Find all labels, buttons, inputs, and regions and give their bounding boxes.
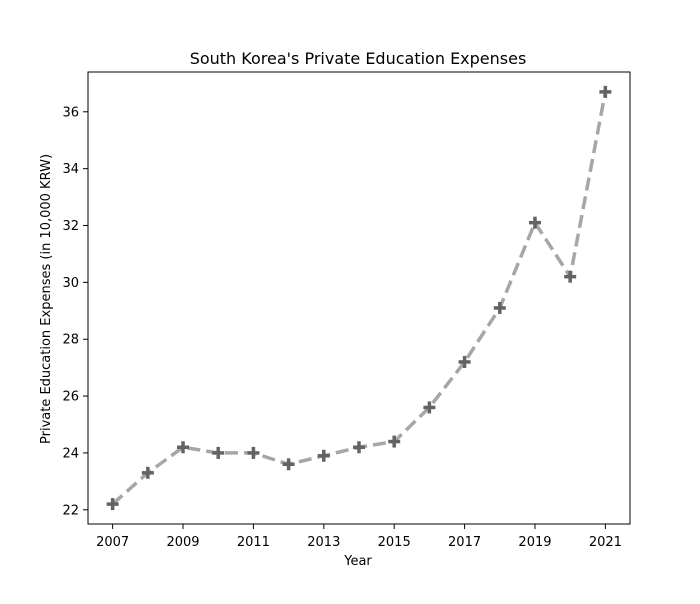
- x-tick-label: 2015: [378, 535, 411, 550]
- x-tick-label: 2017: [448, 535, 481, 550]
- data-point-marker: [423, 401, 436, 414]
- y-tick-label: 26: [62, 390, 79, 405]
- data-point-marker: [564, 270, 577, 283]
- data-point-marker: [106, 498, 119, 511]
- data-point-marker: [493, 301, 506, 314]
- y-axis-label: Private Education Expenses (in 10,000 KR…: [39, 154, 54, 444]
- y-tick-label: 36: [62, 105, 79, 120]
- data-point-marker: [599, 85, 612, 98]
- data-point-marker: [212, 446, 225, 459]
- plot-frame: [87, 71, 631, 525]
- data-point-marker: [247, 446, 260, 459]
- y-tick-label: 28: [62, 333, 79, 348]
- x-tick-label: 2019: [518, 535, 551, 550]
- x-tick-label: 2013: [307, 535, 340, 550]
- y-tick-label: 22: [62, 503, 79, 518]
- chart-title: South Korea's Private Education Expenses: [190, 49, 527, 68]
- data-point-marker: [317, 449, 330, 462]
- x-axis-ticks: 2007 2009 2011 2013 2015 2017 2019 2021: [96, 524, 622, 550]
- y-tick-label: 34: [62, 162, 79, 177]
- plot-series: [106, 85, 612, 511]
- data-point-marker: [177, 441, 190, 454]
- y-tick-label: 24: [62, 446, 79, 461]
- x-tick-label: 2011: [237, 535, 270, 550]
- data-point-marker: [282, 458, 295, 471]
- y-tick-label: 30: [62, 276, 79, 291]
- y-axis-ticks: 22 24 26 28 30 32 34 36: [62, 105, 88, 518]
- x-tick-label: 2007: [96, 535, 129, 550]
- data-point-marker: [141, 466, 154, 479]
- x-axis-label: Year: [343, 554, 372, 569]
- data-point-marker: [353, 441, 365, 454]
- data-point-marker: [388, 435, 401, 448]
- y-tick-label: 32: [62, 219, 79, 234]
- data-point-marker: [458, 355, 471, 368]
- x-tick-label: 2021: [589, 535, 622, 550]
- x-tick-label: 2009: [166, 535, 199, 550]
- data-point-marker: [528, 216, 541, 229]
